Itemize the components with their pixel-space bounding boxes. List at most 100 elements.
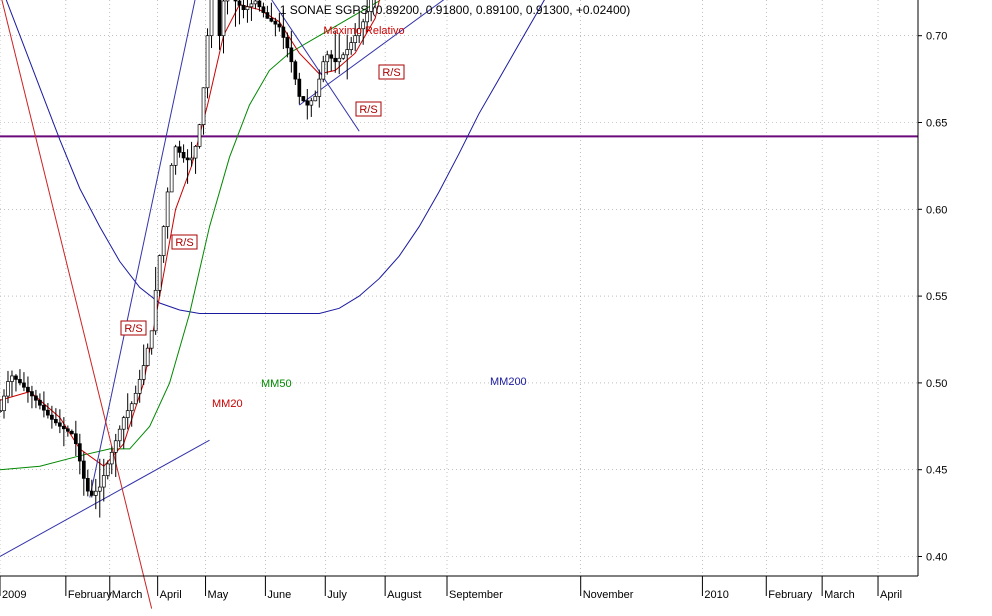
price-candle — [349, 42, 354, 50]
candle-layer — [0, 0, 376, 518]
price-candle — [261, 6, 266, 13]
x-tick-label: February — [68, 589, 113, 601]
price-candle — [193, 146, 198, 159]
y-tick-label: 0.45 — [926, 465, 947, 477]
downtrend-line — [1, 0, 153, 609]
price-candle — [149, 330, 154, 349]
price-candle — [197, 124, 202, 147]
price-candle — [77, 443, 82, 462]
price-candle — [0, 410, 2, 413]
mm200-label: MM200 — [490, 376, 527, 388]
rs-annotation-text: R/S — [175, 237, 193, 249]
x-tick-label: February — [768, 589, 813, 601]
x-tick-label: April — [880, 589, 902, 601]
price-candle — [38, 399, 42, 406]
price-candle — [273, 20, 278, 25]
price-candle — [217, 0, 222, 37]
price-candle — [181, 152, 186, 159]
price-candle — [257, 0, 262, 8]
price-candle — [93, 490, 98, 496]
price-candle — [54, 419, 58, 424]
y-tick-label: 0.70 — [926, 31, 947, 43]
x-tick-label: 2010 — [704, 589, 728, 601]
mm50-label: MM50 — [261, 378, 292, 390]
price-candle — [129, 403, 134, 412]
line-layer — [0, 0, 918, 609]
rs-annotation-3: R/S — [171, 234, 198, 250]
price-candle — [65, 428, 70, 432]
price-candle — [205, 35, 210, 89]
rs-annotation-4: R/S — [120, 320, 147, 336]
price-candle — [121, 417, 126, 430]
trend-line — [89, 0, 196, 498]
chart-title: 1 SONAE SGPS (0.89200, 0.91800, 0.89100,… — [280, 3, 631, 17]
price-candle — [46, 409, 50, 416]
price-candle — [221, 0, 226, 37]
price-candle — [289, 47, 294, 63]
rs-annotation-text: R/S — [124, 323, 142, 335]
price-candle — [73, 433, 78, 445]
price-candle — [337, 57, 342, 63]
y-tick-label: 0.40 — [926, 552, 947, 564]
x-tick-label: April — [160, 589, 182, 601]
price-candle — [133, 392, 138, 405]
price-candle — [305, 100, 310, 106]
price-candle — [361, 21, 366, 30]
price-candle — [10, 375, 14, 382]
price-candle — [341, 54, 346, 59]
price-candle — [26, 386, 30, 392]
price-candle — [345, 49, 350, 56]
mm50-line — [0, 0, 381, 471]
price-candle — [34, 395, 38, 401]
x-tick-label: July — [327, 589, 347, 601]
price-candle — [249, 3, 254, 8]
price-candle — [253, 0, 258, 5]
price-candle — [333, 57, 338, 63]
x-tick-label: 2009 — [2, 589, 26, 601]
price-candle — [285, 37, 290, 49]
price-candle — [137, 379, 142, 394]
price-candle — [153, 289, 158, 332]
price-candle — [313, 96, 318, 102]
price-candle — [353, 35, 358, 43]
price-candle — [293, 61, 298, 80]
price-candle — [6, 381, 10, 397]
price-candle — [62, 425, 66, 430]
price-candle — [329, 54, 334, 59]
y-tick-label: 0.50 — [926, 378, 947, 390]
price-candle — [357, 28, 362, 37]
price-candle — [89, 490, 94, 496]
axis-layer: 0.950.900.850.800.750.700.650.600.550.50… — [0, 0, 947, 601]
price-candle — [30, 391, 34, 397]
price-candle — [2, 395, 6, 412]
price-candle — [225, 0, 230, 2]
price-candle — [58, 422, 62, 427]
price-candle — [177, 146, 182, 153]
price-candle — [173, 146, 178, 166]
price-candle — [365, 11, 370, 23]
y-tick-label: 0.60 — [926, 204, 947, 216]
price-candle — [297, 78, 302, 97]
price-candle — [125, 410, 130, 418]
mm200-line — [5, 0, 545, 314]
price-candle — [245, 6, 250, 11]
x-tick-label: May — [208, 589, 229, 601]
trend-line — [0, 439, 210, 557]
price-candle — [85, 478, 90, 492]
x-tick-label: March — [112, 589, 143, 601]
price-candle — [185, 157, 190, 161]
price-candle — [145, 347, 150, 366]
price-candle — [157, 255, 162, 291]
x-tick-label: November — [583, 589, 634, 601]
x-tick-label: August — [387, 589, 421, 601]
price-candle — [321, 61, 326, 80]
price-candle — [101, 475, 106, 488]
rs-annotation-text: R/S — [382, 67, 400, 79]
rs-annotation-text: R/S — [359, 104, 377, 116]
chart-subtitle: Máximo Relativo — [323, 25, 404, 37]
price-candle — [50, 414, 54, 420]
price-candle — [117, 428, 122, 442]
price-candle — [237, 0, 242, 6]
